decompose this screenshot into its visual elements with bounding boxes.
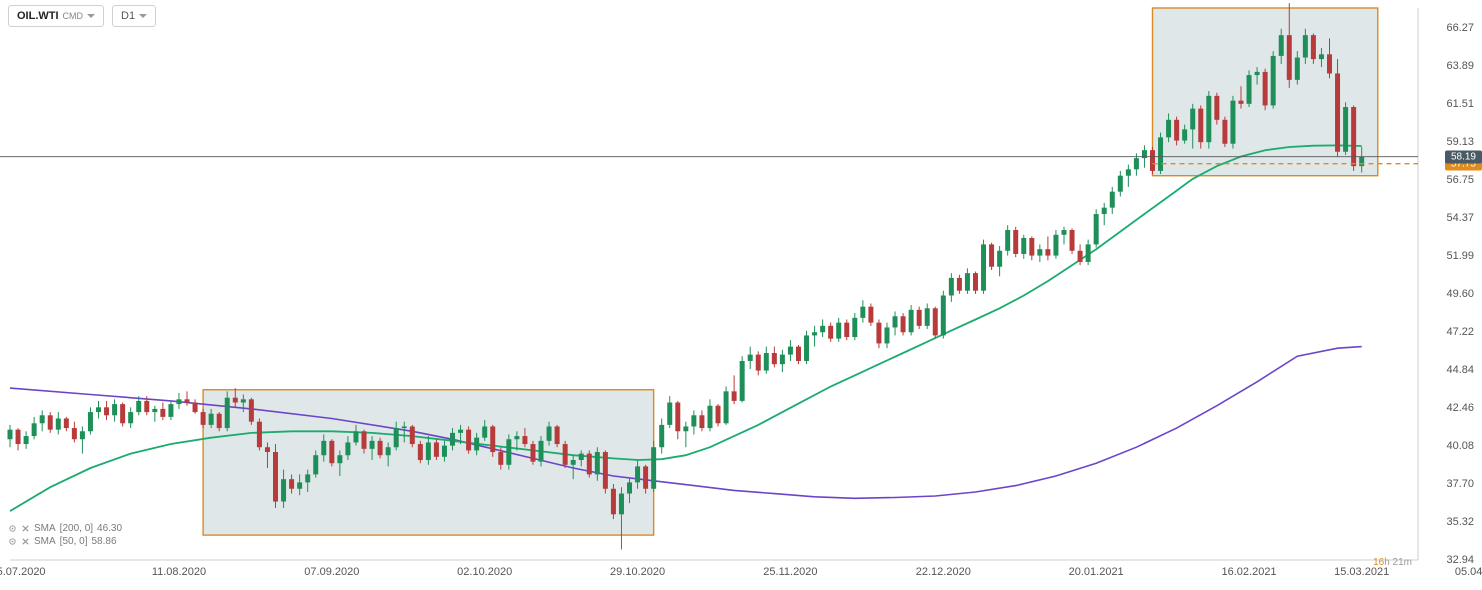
y-tick: 47.22 xyxy=(1446,326,1474,338)
symbol-text: OIL.WTI xyxy=(17,10,59,22)
x-tick: 02.10.2020 xyxy=(457,566,512,578)
x-tick: 15.07.2020 xyxy=(0,566,46,578)
x-tick: 15.03.2021 xyxy=(1334,566,1389,578)
indicator-params: [50, 0] xyxy=(60,535,88,548)
indicator-label: SMA xyxy=(34,535,56,548)
y-tick: 63.89 xyxy=(1446,60,1474,72)
indicator-value: 58.86 xyxy=(91,535,116,548)
y-tick: 59.13 xyxy=(1446,136,1474,148)
y-tick: 61.51 xyxy=(1446,98,1474,110)
indicator-label: SMA xyxy=(34,522,56,535)
close-icon[interactable] xyxy=(21,524,30,533)
y-tick: 32.94 xyxy=(1446,554,1474,566)
x-tick: 07.09.2020 xyxy=(304,566,359,578)
x-tick: 29.10.2020 xyxy=(610,566,665,578)
x-tick: 20.01.2021 xyxy=(1069,566,1124,578)
eye-icon[interactable] xyxy=(8,524,17,533)
source-text: CMD xyxy=(63,11,84,21)
y-tick: 51.99 xyxy=(1446,250,1474,262)
y-tick: 56.75 xyxy=(1446,174,1474,186)
indicator-row: SMA [50, 0] 58.86 xyxy=(8,535,122,548)
y-tick: 35.32 xyxy=(1446,516,1474,528)
timeframe-text: D1 xyxy=(121,10,135,22)
y-axis-labels: 66.27 63.89 61.51 59.13 56.75 54.37 51.99 49.60… xyxy=(1424,0,1482,560)
y-tick: 40.08 xyxy=(1446,440,1474,452)
y-tick: 54.37 xyxy=(1446,212,1474,224)
x-tick: 11.08.2020 xyxy=(152,566,206,578)
price-tag: 58.19 xyxy=(1445,150,1482,163)
y-tick: 37.70 xyxy=(1446,478,1474,490)
indicator-list: SMA [200, 0] 46.30 SMA [50, 0] 58.86 xyxy=(8,522,122,548)
indicator-params: [200, 0] xyxy=(60,522,93,535)
y-tick: 49.60 xyxy=(1446,288,1474,300)
x-tick: 25.11.2020 xyxy=(763,566,817,578)
y-tick: 42.46 xyxy=(1446,402,1474,414)
symbol-button[interactable]: OIL.WTI CMD xyxy=(8,5,104,27)
x-axis-labels: 15.07.2020 11.08.2020 07.09.2020 02.10.2020… xyxy=(0,566,1417,580)
indicator-row: SMA [200, 0] 46.30 xyxy=(8,522,122,535)
eye-icon[interactable] xyxy=(8,537,17,546)
chevron-down-icon xyxy=(139,14,147,18)
chevron-down-icon xyxy=(87,14,95,18)
x-tick: 22.12.2020 xyxy=(916,566,971,578)
timeframe-button[interactable]: D1 xyxy=(112,5,156,27)
indicator-value: 46.30 xyxy=(97,522,122,535)
x-tick: 05.04.2021 xyxy=(1455,566,1482,578)
y-tick: 66.27 xyxy=(1446,22,1474,34)
x-tick: 16.02.2021 xyxy=(1222,566,1277,578)
close-icon[interactable] xyxy=(21,537,30,546)
y-tick: 44.84 xyxy=(1446,364,1474,376)
